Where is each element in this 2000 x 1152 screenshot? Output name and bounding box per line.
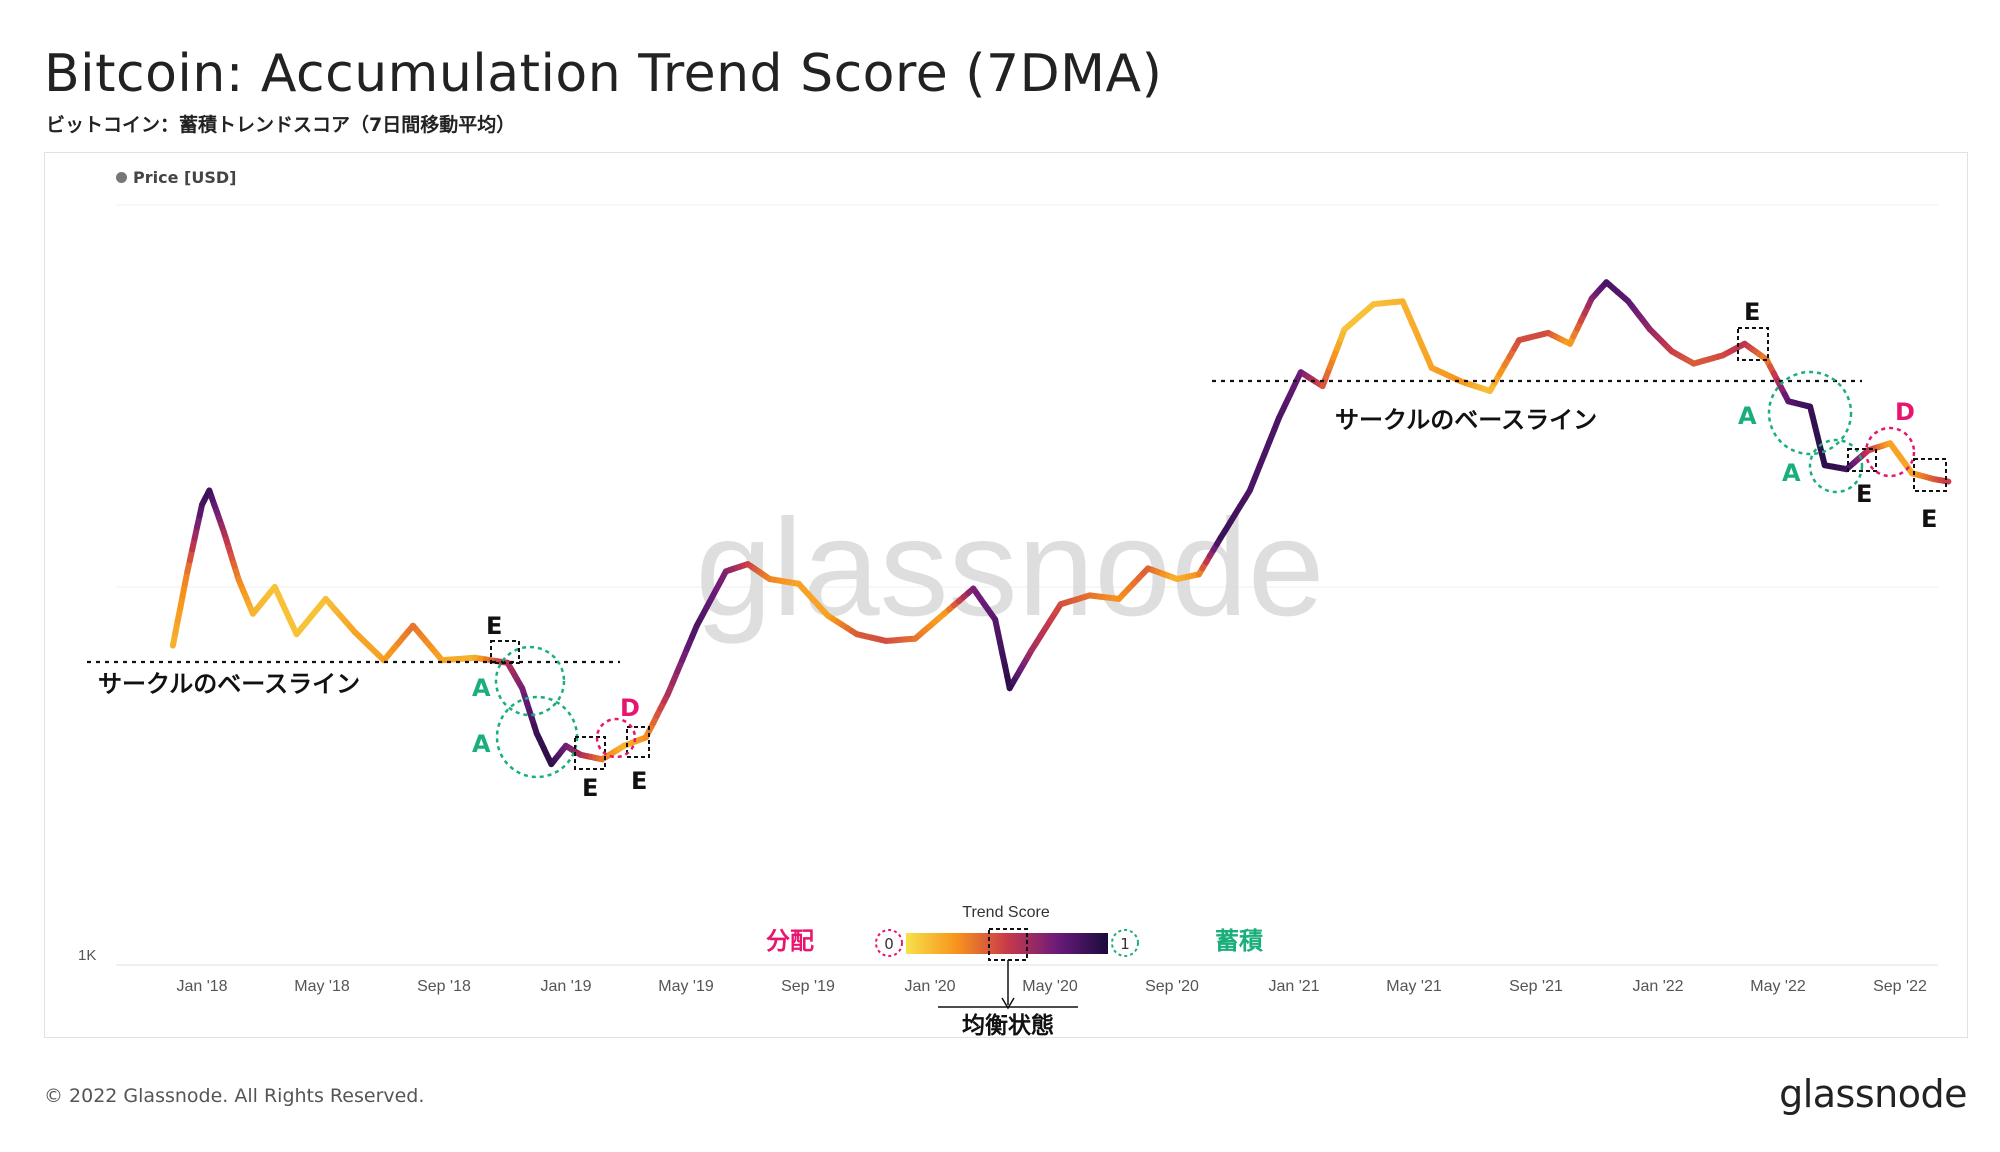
legend-dot-icon xyxy=(116,172,127,183)
accumulation-label: 蓄積 xyxy=(1215,927,1263,955)
x-tick-label: Jan '18 xyxy=(176,978,227,995)
exhaustion-letter: E xyxy=(1744,298,1760,326)
distribution-circle xyxy=(595,717,637,759)
x-tick-label: Jan '22 xyxy=(1632,978,1683,995)
copyright: © 2022 Glassnode. All Rights Reserved. xyxy=(44,1085,425,1107)
brand-logo: glassnode xyxy=(1779,1072,1967,1116)
scale-min-circle xyxy=(875,929,903,957)
scale-min-value: 0 xyxy=(884,935,894,953)
watermark: glassnode xyxy=(695,491,1324,645)
scale-max-circle xyxy=(1111,929,1139,957)
legend-label: Price [USD] xyxy=(133,168,237,187)
accumulation-circle xyxy=(494,645,566,717)
x-tick-label: May '19 xyxy=(658,978,714,995)
series-legend[interactable]: Price [USD] xyxy=(116,168,236,187)
baseline-label: サークルのベースライン xyxy=(98,670,360,698)
exhaustion-box xyxy=(1847,448,1877,472)
distribution-letter: D xyxy=(1895,398,1915,426)
equilibrium-label: 均衡状態 xyxy=(962,1012,1054,1039)
scale-max-value: 1 xyxy=(1120,935,1130,953)
exhaustion-letter: E xyxy=(582,774,598,802)
exhaustion-box xyxy=(490,640,520,664)
chart-title: Bitcoin: Accumulation Trend Score (7DMA) xyxy=(44,44,1163,104)
trend-score-legend: Trend Score 分配 蓄積 0 1 均衡状態 xyxy=(766,904,1263,1039)
x-tick-label: Sep '21 xyxy=(1509,978,1563,995)
x-tick-label: Sep '18 xyxy=(417,978,471,995)
x-tick-label: Jan '21 xyxy=(1268,978,1319,995)
exhaustion-box xyxy=(626,726,650,758)
chart-subtitle: ビットコイン：蓄積トレンドスコア（7日間移動平均） xyxy=(46,114,516,136)
exhaustion-letter: E xyxy=(1856,480,1872,508)
x-tick-label: May '22 xyxy=(1750,978,1806,995)
distribution-label: 分配 xyxy=(766,927,814,955)
exhaustion-letter: E xyxy=(486,612,502,640)
equilibrium-arrow-icon xyxy=(1001,997,1015,1010)
exhaustion-box xyxy=(1913,458,1947,492)
exhaustion-letter: E xyxy=(1921,505,1937,533)
accumulation-letter: A xyxy=(1782,459,1801,487)
x-tick-label: May '21 xyxy=(1386,978,1442,995)
exhaustion-box xyxy=(1737,327,1769,361)
color-scale-bar xyxy=(906,933,1108,954)
exhaustion-letter: E xyxy=(631,767,647,795)
baseline-label: サークルのベースライン xyxy=(1335,406,1597,434)
x-tick-label: May '18 xyxy=(294,978,350,995)
accumulation-letter: A xyxy=(1738,402,1757,430)
accumulation-letter: A xyxy=(472,674,491,702)
x-tick-label: Jan '19 xyxy=(540,978,591,995)
distribution-circle xyxy=(1864,426,1916,478)
accumulation-letter: A xyxy=(472,730,491,758)
accumulation-circle xyxy=(1808,438,1864,494)
x-tick-label: Sep '19 xyxy=(781,978,835,995)
accumulation-circle xyxy=(1767,370,1853,456)
x-tick-label: May '20 xyxy=(1022,978,1078,995)
x-tick-label: Sep '22 xyxy=(1873,978,1927,995)
y-tick-label: 1K xyxy=(78,947,96,964)
chart-frame xyxy=(44,152,1968,1038)
trend-score-title: Trend Score xyxy=(962,904,1050,921)
distribution-letter: D xyxy=(620,694,640,722)
x-tick-label: Jan '20 xyxy=(904,978,955,995)
x-axis-ticks: Jan '18 May '18 Sep '18 Jan '19 May '19 … xyxy=(176,978,1927,995)
x-tick-label: Sep '20 xyxy=(1145,978,1199,995)
